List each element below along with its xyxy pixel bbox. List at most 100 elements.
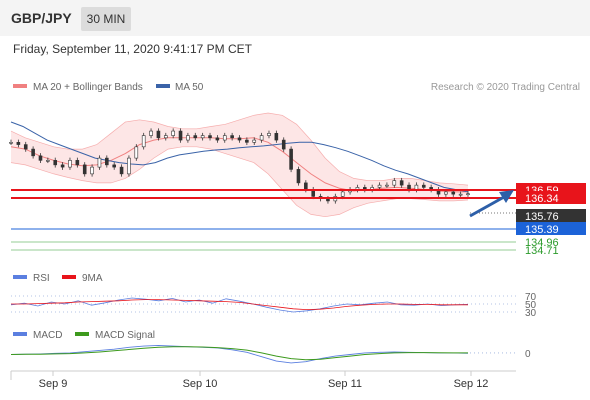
ma50-line <box>10 121 469 193</box>
macd-panel: 0 <box>10 344 531 364</box>
rsi-tick-label: 70 <box>525 292 537 303</box>
rsi-tick-label: 50 <box>525 300 537 311</box>
candle-body <box>16 142 21 145</box>
candle-body <box>156 130 161 139</box>
chart-datetime: Friday, September 11, 2020 9:41:17 PM CE… <box>13 42 253 56</box>
candle-body <box>377 184 382 188</box>
price-candle <box>259 132 264 143</box>
candle-body <box>186 135 190 141</box>
price-candle <box>458 191 463 197</box>
candle-body <box>90 166 94 175</box>
candle-body <box>200 135 205 139</box>
x-axis: Sep 9 Sep 10 Sep 11 Sep 12 <box>10 371 488 390</box>
price-candle <box>186 132 190 143</box>
legend-swatch-bollinger <box>13 84 27 88</box>
macd-signal-line <box>10 346 468 361</box>
price-candle <box>16 139 21 148</box>
level-tag-pivot <box>516 222 586 235</box>
price-candle <box>245 137 249 146</box>
timeframe-button[interactable]: 30 MIN <box>81 7 131 31</box>
rsi-ma-line <box>11 299 468 311</box>
price-candle <box>171 128 175 139</box>
price-candle <box>385 182 389 188</box>
candle-body <box>60 164 65 168</box>
candle-body <box>127 157 131 175</box>
price-candle <box>90 164 94 177</box>
price-candle <box>193 132 198 141</box>
candle-body <box>237 137 242 141</box>
legend-swatch-ma50 <box>156 84 170 88</box>
candle-body <box>82 164 87 175</box>
price-candle <box>134 144 139 161</box>
candle-body <box>289 148 293 170</box>
bollinger-band-area <box>11 113 468 217</box>
candle-body <box>230 135 234 139</box>
price-candle <box>60 162 65 170</box>
price-candle <box>200 132 205 141</box>
price-candle <box>222 132 227 143</box>
price-candle <box>97 155 102 170</box>
forecast-arrow-shaft <box>469 195 505 218</box>
candle-body <box>451 191 456 195</box>
price-candle <box>53 157 58 168</box>
price-candle <box>105 155 109 168</box>
level-label-current: 135.76 <box>525 211 559 223</box>
price-candle <box>31 146 35 159</box>
price-candle <box>274 130 279 143</box>
candle-body <box>385 184 389 187</box>
price-candle <box>215 135 220 143</box>
bollinger-upper-line <box>10 112 469 186</box>
level-label-resistance: 136.34 <box>525 193 559 205</box>
price-candle <box>68 157 72 170</box>
legend-swatch-macd-signal <box>75 332 89 336</box>
macd-line <box>10 344 469 364</box>
price-candle <box>23 141 28 152</box>
candle-body <box>252 139 257 143</box>
legend-label-ma50: MA 50 <box>175 82 204 93</box>
level-tag-resistance <box>516 191 586 204</box>
candle-body <box>267 133 271 136</box>
price-candle <box>127 155 131 177</box>
price-candle <box>377 182 382 191</box>
price-candle <box>9 139 13 146</box>
price-candle <box>289 146 293 173</box>
candle-body <box>171 130 175 136</box>
legend-swatch-rsi-ma <box>62 275 76 279</box>
level-label-pivot: 135.39 <box>525 224 559 236</box>
price-candle <box>392 177 397 188</box>
bollinger-lower-line <box>10 146 469 218</box>
candle-body <box>444 191 448 195</box>
candle-body <box>304 182 308 190</box>
candle-body <box>458 193 463 196</box>
price-candle <box>46 157 50 164</box>
x-tick-label: Sep 10 <box>183 378 218 390</box>
price-candle <box>82 162 87 177</box>
price-candle <box>466 191 470 197</box>
legend-label-rsi: RSI <box>33 273 50 284</box>
price-candle <box>156 128 161 141</box>
candle-body <box>9 142 13 144</box>
candle-body <box>193 135 198 139</box>
price-panel <box>9 112 470 218</box>
rsi-tick-label: 30 <box>525 308 537 319</box>
legend-swatch-macd <box>13 332 27 336</box>
chart-panel <box>0 36 590 400</box>
price-candle <box>149 128 153 139</box>
candle-body <box>75 160 80 166</box>
candle-body <box>399 180 404 186</box>
candle-body <box>119 166 124 175</box>
candle-body <box>208 135 212 139</box>
candle-body <box>296 169 301 184</box>
level-tag-current <box>516 209 586 222</box>
legend-label-rsi-ma: 9MA <box>82 273 103 284</box>
macd-tick-label: 0 <box>525 349 531 360</box>
candle-body <box>46 160 50 162</box>
candle-body <box>466 193 470 196</box>
candle-body <box>68 160 72 168</box>
x-tick-label: Sep 11 <box>328 378 362 390</box>
forecast-arrow-head-icon <box>499 190 514 203</box>
level-label-support: 134.71 <box>525 245 559 257</box>
price-candle <box>112 162 116 170</box>
